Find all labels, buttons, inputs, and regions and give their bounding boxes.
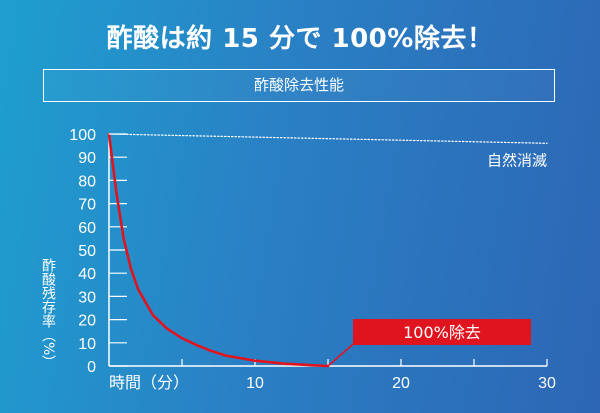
y-tick-label: 40 — [78, 266, 96, 283]
headline: 酢酸は約 15 分で 100%除去！ — [106, 24, 494, 54]
y-tick-label: 20 — [78, 313, 96, 330]
x-tick-label: 20 — [392, 375, 410, 392]
y-tick-label: 60 — [78, 220, 96, 237]
natural-decay-label: 自然消滅 — [487, 151, 547, 169]
natural-decay-line — [108, 133, 548, 144]
y-tick-label: 50 — [78, 243, 96, 260]
y-tick-label: 0 — [87, 359, 96, 376]
chart-title: 酢酸除去性能 — [253, 76, 344, 94]
x-tick-label: 30 — [538, 375, 556, 392]
removal-curve — [107, 132, 330, 368]
y-tick-label: 90 — [78, 150, 96, 167]
x-axis-label: 時間（分） — [109, 373, 189, 392]
y-tick-label: 80 — [78, 173, 96, 190]
x-axis-ticks: 10 20 30 — [181, 359, 556, 392]
removal-badge-label: 100%除去 — [403, 323, 481, 342]
subtitle-box: 酢酸除去性能 — [43, 69, 555, 102]
annotation-layer: 100%除去 自然消滅 — [327, 151, 547, 367]
removal-badge — [353, 319, 531, 345]
y-axis-ticks: 0 10 20 30 40 50 60 70 80 90 100 — [69, 127, 127, 376]
y-tick-label: 10 — [78, 336, 96, 353]
y-axis-label: 酢酸残存率（%） — [40, 258, 56, 369]
y-tick-label: 70 — [78, 197, 96, 214]
y-tick-label: 30 — [78, 289, 96, 306]
x-tick-label: 10 — [246, 375, 264, 392]
y-tick-label: 100 — [69, 127, 96, 144]
series-layer — [107, 132, 548, 368]
